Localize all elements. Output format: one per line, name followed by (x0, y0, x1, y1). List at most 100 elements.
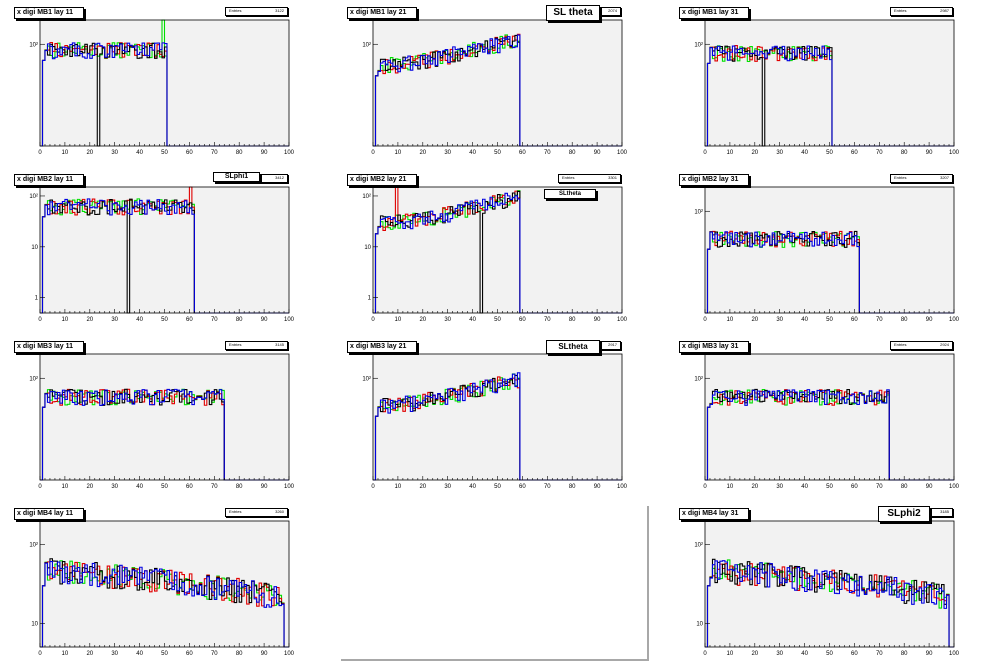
x-tick-label: 0 (703, 317, 707, 323)
stats-value: 2917 (608, 342, 617, 347)
x-tick-label: 30 (111, 651, 118, 657)
histogram-pad: 0 10 20 30 40 50 60 70 80 90 100 10² x digi MB2 lay … (673, 172, 981, 327)
y-tick-label: 10² (362, 42, 371, 48)
x-tick-label: 50 (494, 484, 501, 490)
x-tick-label: 100 (617, 150, 628, 156)
y-tick-label: 10² (29, 42, 38, 48)
x-tick-label: 80 (569, 317, 576, 323)
x-tick-label: 70 (544, 484, 551, 490)
stats-box: Entries 3301 (558, 174, 621, 183)
stats-label: Entries (562, 175, 575, 180)
histogram-plot: 0 10 20 30 40 50 60 70 80 90 100 10² 10 (8, 506, 316, 661)
x-tick-label: 90 (594, 484, 601, 490)
histogram-plot: 0 10 20 30 40 50 60 70 80 90 100 10² 10 1 (341, 172, 649, 327)
histogram-pad: 0 10 20 30 40 50 60 70 80 90 100 10² x digi MB1 lay … (8, 5, 316, 160)
overlay-label: SLphi1 (213, 172, 260, 182)
overlay-label: SL theta (546, 5, 600, 21)
overlay-label: SLtheta (544, 189, 596, 199)
pad-title: x digi MB1 lay 11 (14, 7, 85, 19)
x-tick-label: 100 (949, 317, 960, 323)
stats-value: 3260 (275, 509, 284, 514)
x-tick-label: 10 (62, 651, 69, 657)
x-tick-label: 100 (949, 651, 960, 657)
x-tick-label: 10 (62, 484, 69, 490)
histogram-pad: 0 10 20 30 40 50 60 70 80 90 100 10² 10 1 x digi MB2 l… (341, 172, 649, 327)
stats-box: Entries 2987 (890, 7, 953, 16)
stats-box: Entries 2924 (890, 341, 953, 350)
x-tick-label: 50 (826, 150, 833, 156)
x-tick-label: 50 (494, 150, 501, 156)
x-tick-label: 90 (594, 150, 601, 156)
x-tick-label: 50 (826, 484, 833, 490)
y-tick-label: 10² (362, 194, 371, 200)
stats-label: Entries (229, 509, 242, 514)
x-tick-label: 80 (901, 484, 908, 490)
x-tick-label: 50 (826, 317, 833, 323)
x-tick-label: 40 (136, 484, 143, 490)
x-tick-label: 60 (186, 651, 193, 657)
pad-title: x digi MB2 lay 31 (679, 174, 750, 186)
stats-label: Entries (894, 175, 907, 180)
x-tick-label: 60 (186, 317, 193, 323)
x-tick-label: 10 (395, 484, 402, 490)
x-tick-label: 50 (161, 317, 168, 323)
x-tick-label: 10 (727, 317, 734, 323)
x-tick-label: 40 (801, 651, 808, 657)
x-tick-label: 90 (926, 651, 933, 657)
x-tick-label: 40 (801, 150, 808, 156)
x-tick-label: 70 (544, 317, 551, 323)
x-tick-label: 90 (594, 317, 601, 323)
y-tick-label: 10² (694, 209, 703, 215)
x-tick-label: 60 (519, 150, 526, 156)
x-tick-label: 100 (617, 317, 628, 323)
histogram-plot: 0 10 20 30 40 50 60 70 80 90 100 10² (673, 5, 981, 160)
pad-title: x digi MB3 lay 21 (347, 341, 418, 353)
x-tick-label: 10 (395, 317, 402, 323)
x-tick-label: 20 (419, 484, 426, 490)
x-tick-label: 0 (38, 150, 42, 156)
x-tick-label: 0 (703, 651, 707, 657)
x-tick-label: 40 (801, 484, 808, 490)
x-tick-label: 100 (617, 484, 628, 490)
x-tick-label: 100 (284, 651, 295, 657)
x-tick-label: 100 (284, 150, 295, 156)
x-tick-label: 90 (261, 484, 268, 490)
pad-title: x digi MB4 lay 11 (14, 508, 85, 520)
x-tick-label: 20 (86, 317, 93, 323)
x-tick-label: 90 (926, 150, 933, 156)
plot-frame (373, 187, 622, 313)
stats-box: Entries 3122 (225, 7, 288, 16)
stats-value: 3122 (275, 8, 284, 13)
stats-label: Entries (894, 8, 907, 13)
y-tick-label: 1 (35, 296, 39, 302)
x-tick-label: 60 (851, 651, 858, 657)
histogram-pad: 0 10 20 30 40 50 60 70 80 90 100 10² 10 x digi MB4 la… (8, 506, 316, 661)
x-tick-label: 80 (901, 651, 908, 657)
x-tick-label: 80 (569, 484, 576, 490)
stats-value: 3207 (940, 175, 949, 180)
histogram-pad: 0 10 20 30 40 50 60 70 80 90 100 10² x digi MB3 lay … (341, 339, 649, 494)
x-tick-label: 80 (236, 317, 243, 323)
pad-title: x digi MB4 lay 31 (679, 508, 750, 520)
x-tick-label: 60 (519, 484, 526, 490)
x-tick-label: 70 (211, 484, 218, 490)
x-tick-label: 30 (444, 484, 451, 490)
x-tick-label: 60 (851, 484, 858, 490)
series-blue (705, 389, 954, 481)
y-tick-label: 10² (362, 376, 371, 382)
x-tick-label: 100 (284, 484, 295, 490)
x-tick-label: 20 (86, 150, 93, 156)
y-tick-label: 10² (29, 543, 38, 549)
stats-value: 2987 (940, 8, 949, 13)
stats-label: Entries (229, 8, 242, 13)
x-tick-label: 10 (727, 150, 734, 156)
x-tick-label: 70 (876, 651, 883, 657)
x-tick-label: 50 (161, 651, 168, 657)
x-tick-label: 40 (136, 150, 143, 156)
y-tick-label: 10² (29, 194, 38, 200)
plot-frame (705, 20, 954, 146)
y-tick-label: 10 (364, 245, 371, 251)
stats-value: 3301 (608, 175, 617, 180)
x-tick-label: 90 (926, 317, 933, 323)
stats-value: 2074 (608, 8, 617, 13)
